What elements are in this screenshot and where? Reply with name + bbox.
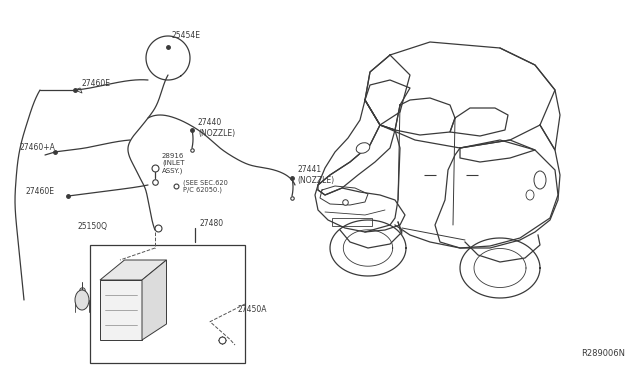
Text: R289006N: R289006N <box>581 349 625 358</box>
Text: (SEE SEC.620
P/C 62050.): (SEE SEC.620 P/C 62050.) <box>183 179 228 193</box>
Text: 27450A: 27450A <box>238 305 268 314</box>
Ellipse shape <box>75 290 89 310</box>
Text: 25150Q: 25150Q <box>78 221 108 231</box>
Polygon shape <box>100 280 142 340</box>
Text: 28916
(INLET
ASSY.): 28916 (INLET ASSY.) <box>162 153 184 173</box>
Text: 27460E: 27460E <box>25 187 54 196</box>
Text: 27460E: 27460E <box>82 80 111 89</box>
Ellipse shape <box>526 190 534 200</box>
Bar <box>332 218 372 226</box>
Ellipse shape <box>534 171 546 189</box>
Polygon shape <box>142 260 166 340</box>
Text: 27441
(NOZZLE): 27441 (NOZZLE) <box>297 165 334 185</box>
Ellipse shape <box>356 143 370 153</box>
Bar <box>90 245 245 363</box>
Text: 25454E: 25454E <box>172 32 201 41</box>
Text: 27460+A: 27460+A <box>20 144 56 153</box>
Text: 27480: 27480 <box>200 219 224 228</box>
Text: 27440
(NOZZLE): 27440 (NOZZLE) <box>198 118 235 138</box>
Polygon shape <box>100 260 166 280</box>
